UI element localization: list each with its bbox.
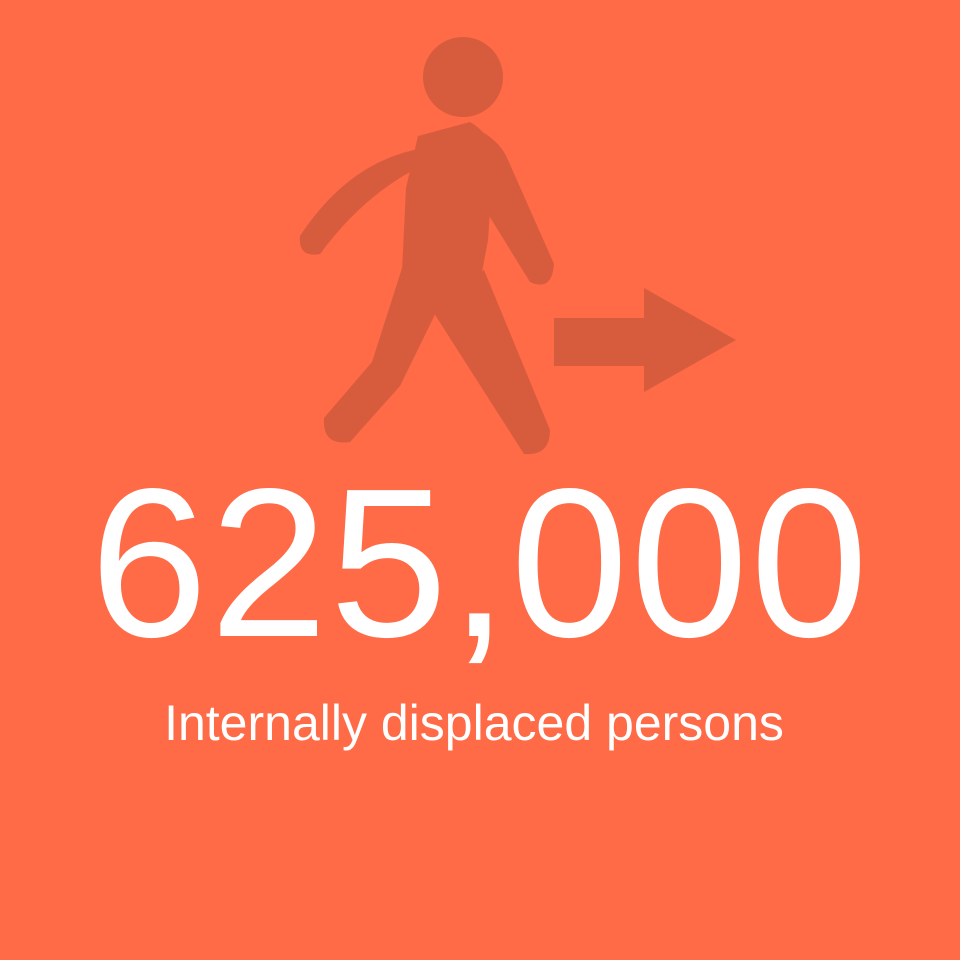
displacement-illustration xyxy=(299,37,736,455)
person-front-leg xyxy=(432,270,550,455)
walking-person-icon xyxy=(299,37,554,455)
person-back-leg xyxy=(323,262,445,443)
stat-value: 625,000 xyxy=(89,444,871,681)
stat-label: Internally displaced persons xyxy=(164,695,784,751)
person-torso xyxy=(402,122,494,306)
person-back-arm xyxy=(299,148,424,255)
icon-group xyxy=(0,0,960,470)
person-front-arm xyxy=(475,128,554,285)
right-arrow-icon xyxy=(554,288,736,392)
person-head xyxy=(423,37,503,117)
